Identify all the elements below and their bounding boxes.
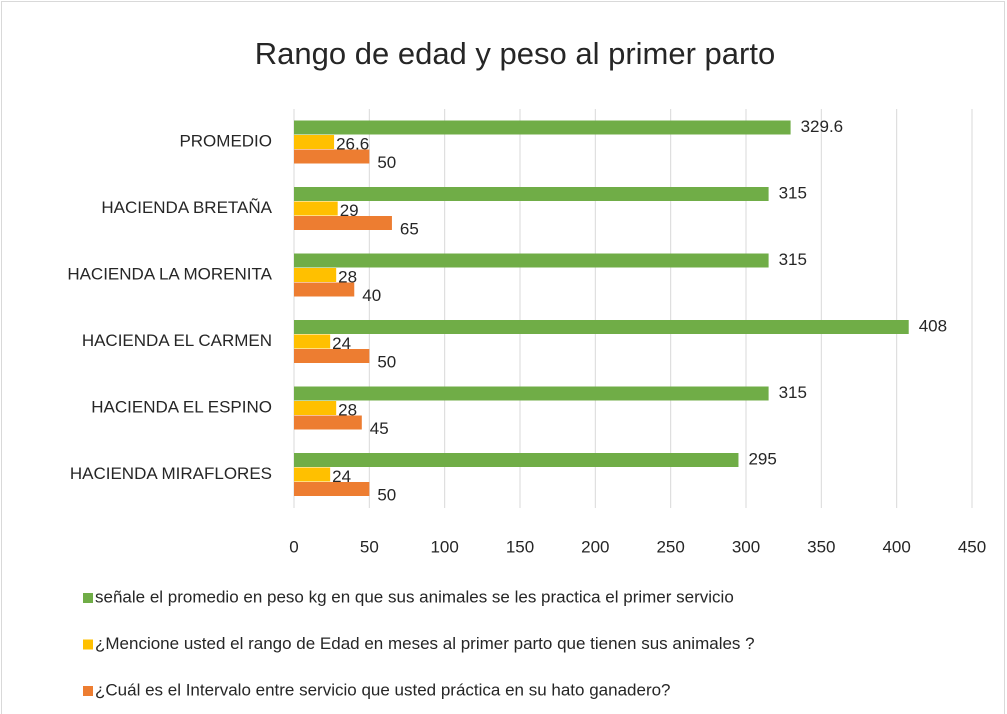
chart-title: Rango de edad y peso al primer parto <box>255 36 775 71</box>
data-label: 50 <box>377 153 396 172</box>
bar <box>294 349 370 363</box>
legend-swatch <box>83 639 93 650</box>
legend-label: ¿Cuál es el Intervalo entre servicio que… <box>95 680 671 699</box>
x-tick-label: 150 <box>506 537 534 556</box>
bar <box>294 216 392 230</box>
data-label: 24 <box>332 467 351 486</box>
legend-label: ¿Mencione usted el rango de Edad en mese… <box>95 634 755 653</box>
bar <box>294 386 769 401</box>
data-label: 45 <box>370 419 389 438</box>
y-tick-label: HACIENDA EL CARMEN <box>82 331 272 350</box>
bar <box>294 268 337 282</box>
data-label: 40 <box>362 286 381 305</box>
bar <box>294 467 331 482</box>
data-label: 315 <box>779 250 807 269</box>
data-label: 50 <box>377 353 396 372</box>
bar <box>294 415 362 430</box>
bar <box>294 334 331 349</box>
legend-swatch <box>83 593 93 603</box>
bar <box>294 135 335 149</box>
data-label: 28 <box>338 268 357 287</box>
data-label: 329.6 <box>801 117 844 136</box>
bar <box>294 149 370 164</box>
bar <box>294 401 337 415</box>
data-label: 65 <box>400 220 419 239</box>
y-tick-label: HACIENDA MIRAFLORES <box>70 464 272 483</box>
bar <box>294 187 769 201</box>
x-tick-label: 350 <box>807 537 835 556</box>
legend-label: señale el promedio en peso kg en que sus… <box>95 587 734 606</box>
legend-swatch <box>83 686 93 696</box>
bar <box>294 282 355 297</box>
x-tick-label: 300 <box>732 537 760 556</box>
x-tick-label: 450 <box>958 537 986 556</box>
bar <box>294 453 739 467</box>
y-tick-label: HACIENDA EL ESPINO <box>91 398 272 417</box>
x-tick-label: 250 <box>656 537 684 556</box>
data-label: 26.6 <box>336 135 369 154</box>
x-tick-label: 400 <box>882 537 910 556</box>
data-label: 315 <box>779 383 807 402</box>
data-label: 24 <box>332 334 351 353</box>
data-label: 28 <box>338 401 357 420</box>
bar <box>294 253 769 268</box>
y-tick-label: PROMEDIO <box>179 132 272 151</box>
data-label: 29 <box>340 201 359 220</box>
bar <box>294 201 338 216</box>
data-label: 50 <box>377 486 396 505</box>
x-tick-label: 200 <box>581 537 609 556</box>
y-tick-label: HACIENDA LA MORENITA <box>67 265 272 284</box>
bar <box>294 482 370 496</box>
data-label: 408 <box>919 317 947 336</box>
x-tick-label: 50 <box>360 537 379 556</box>
y-tick-label: HACIENDA BRETAÑA <box>101 198 272 217</box>
x-tick-label: 100 <box>430 537 458 556</box>
data-label: 295 <box>748 450 776 469</box>
bar <box>294 320 909 334</box>
data-label: 315 <box>779 184 807 203</box>
bar <box>294 120 791 135</box>
x-tick-label: 0 <box>289 537 298 556</box>
